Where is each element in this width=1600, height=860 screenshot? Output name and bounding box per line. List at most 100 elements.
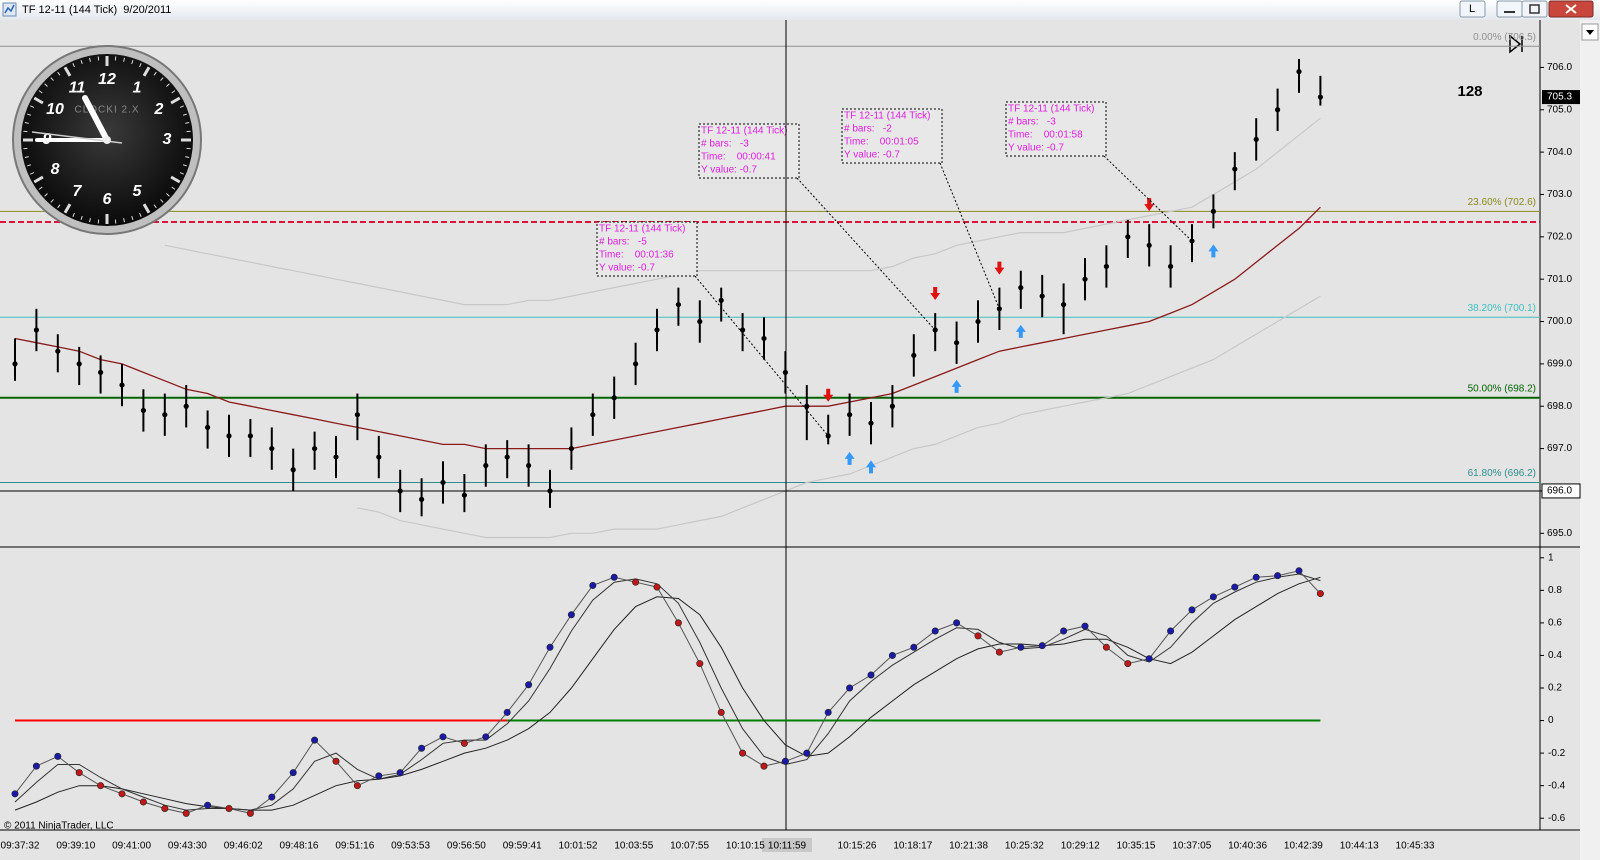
- oscillator-dot: [931, 627, 939, 635]
- close-dot: [1317, 94, 1323, 100]
- clock-tick: [26, 164, 32, 167]
- clock-tick: [182, 164, 188, 167]
- clock-tick: [131, 59, 134, 65]
- link-button-label: L: [1469, 3, 1475, 15]
- clock-tick: [38, 186, 43, 190]
- clock-tick: [44, 193, 48, 197]
- clock-tick: [166, 193, 170, 197]
- annotation-leader: [694, 275, 829, 437]
- clock-tick: [131, 215, 134, 221]
- oscillator-dot: [1124, 660, 1132, 668]
- close-dot: [911, 352, 917, 359]
- clock-tick: [123, 218, 125, 223]
- oscillator-dot: [1231, 583, 1239, 591]
- oscillator-dot: [589, 581, 597, 589]
- oscillator-dot: [803, 749, 811, 757]
- clock-tick: [89, 57, 91, 62]
- x-tick-label: 10:45:33: [1396, 841, 1435, 852]
- up-arrow: [844, 451, 855, 465]
- annotation-box: [1005, 101, 1107, 157]
- y-tick-label: 699.0: [1547, 359, 1572, 370]
- x-tick-label: 09:56:50: [447, 841, 486, 852]
- close-dot: [1232, 166, 1238, 172]
- oscillator-dot: [1295, 567, 1303, 575]
- chart-background: [0, 20, 1600, 860]
- clock-tick: [24, 122, 29, 124]
- oscillator-dot: [1038, 642, 1046, 650]
- oscillator-dot: [546, 643, 554, 651]
- clock-tick: [160, 199, 164, 203]
- y-tick-label: -0.2: [1548, 748, 1566, 759]
- x-tick-label: 09:48:16: [280, 841, 319, 852]
- annotation-text: Time: 00:01:05: [844, 137, 919, 148]
- close-dot: [33, 327, 40, 333]
- close-dot: [825, 433, 831, 439]
- clock-tick: [63, 66, 72, 77]
- oscillator-dot: [1060, 627, 1068, 635]
- up-arrow: [1208, 244, 1219, 258]
- restore-button[interactable]: [1521, 0, 1548, 18]
- clock-tick: [170, 175, 181, 184]
- clock-numeral: 11: [69, 79, 86, 96]
- up-arrow: [1015, 324, 1026, 338]
- clock-tick: [38, 90, 43, 94]
- close-dot: [1253, 136, 1259, 143]
- close-dot: [1146, 242, 1152, 248]
- close-dot: [675, 301, 682, 308]
- clock-numeral: 8: [51, 161, 60, 178]
- clock-tick: [57, 71, 61, 76]
- oscillator-dot: [632, 578, 640, 586]
- close-dot: [419, 496, 425, 503]
- link-button[interactable]: [1459, 0, 1486, 18]
- oscillator-dot: [674, 619, 682, 627]
- up-arrow: [951, 379, 962, 393]
- minimize-button[interactable]: [1496, 0, 1523, 18]
- close-dot: [654, 327, 660, 333]
- close-glyph: [1565, 4, 1577, 14]
- annotation-text: Time: 00:01:36: [599, 250, 674, 261]
- oscillator-dot: [846, 684, 854, 692]
- y-tick-label: 702.0: [1547, 231, 1572, 242]
- close-dot: [1018, 285, 1024, 291]
- close-dot: [740, 327, 746, 333]
- close-dot: [1082, 276, 1088, 282]
- annotation-text: # bars: -5: [599, 237, 647, 248]
- annotation-text: # bars: -2: [844, 124, 892, 135]
- oscillator-dot: [439, 733, 447, 741]
- annotation-box: [596, 221, 698, 277]
- close-dot: [1103, 263, 1109, 270]
- close-dot: [889, 403, 896, 409]
- clock-tick: [171, 90, 176, 94]
- clock-tick: [182, 113, 188, 116]
- fib-label: 23.60% (702.6): [1468, 197, 1536, 208]
- close-dot: [1210, 208, 1216, 215]
- y-tick-label: 701.0: [1547, 274, 1572, 285]
- close-dot: [55, 348, 61, 354]
- oscillator-dot: [482, 733, 490, 741]
- close-dot: [718, 297, 724, 303]
- clock-tick: [44, 83, 48, 87]
- close-dot: [119, 382, 125, 388]
- tick-counter: 128: [1457, 83, 1482, 100]
- x-tick-label: 09:41:00: [112, 841, 151, 852]
- clock-tick: [179, 105, 184, 108]
- oscillator-dot: [1081, 622, 1089, 630]
- fib-label: 0.00% (706.5): [1473, 32, 1536, 43]
- annotation-text: Y value: -0.7: [844, 150, 900, 161]
- clock-numeral: 5: [133, 183, 143, 200]
- clock-tick: [26, 113, 32, 116]
- y-tick-label: 0.8: [1548, 585, 1562, 596]
- close-dot: [247, 433, 253, 439]
- annotation-box: [841, 108, 943, 164]
- oscillator-dot: [1209, 593, 1217, 601]
- clock-numeral: 12: [98, 71, 116, 88]
- x-tick-label: 10:03:55: [614, 841, 653, 852]
- x-tick-label: 10:40:36: [1228, 841, 1267, 852]
- oscillator-dot: [503, 708, 511, 716]
- oscillator-dot: [1252, 573, 1260, 581]
- window-title: TF 12-11 (144 Tick) 9/20/2011: [22, 4, 171, 16]
- x-tick-label: 09:46:02: [224, 841, 263, 852]
- scroll-end-button[interactable]: [1509, 34, 1523, 54]
- oscillator-dot: [888, 651, 896, 659]
- fast-line: [14, 570, 1321, 814]
